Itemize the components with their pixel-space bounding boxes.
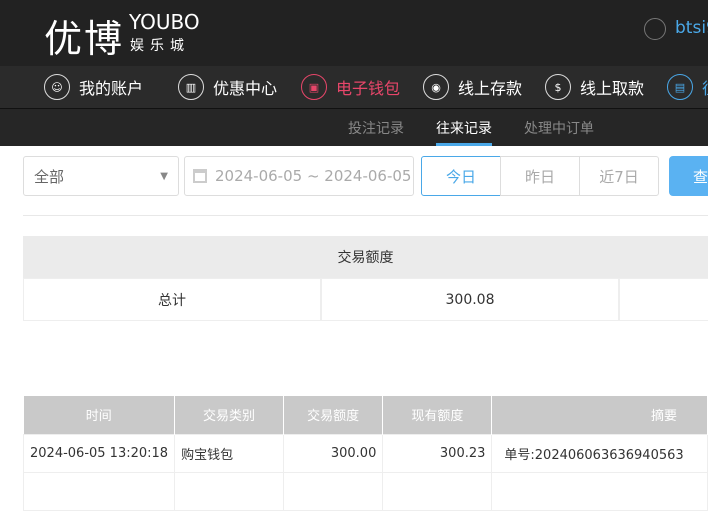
user-icon: ☺	[44, 74, 70, 100]
type-select-value: 全部	[34, 167, 65, 186]
nav-my-account[interactable]: ☺ 我的账户	[44, 72, 143, 102]
cell-balance: 300.23	[382, 433, 493, 473]
nav-records[interactable]: ▤往	[667, 72, 708, 102]
summary-label: 总计	[23, 278, 321, 321]
last-7-days-button[interactable]: 近7日	[579, 156, 659, 196]
nav-wallet[interactable]: ▣ 电子钱包	[301, 72, 400, 102]
top-header	[0, 0, 708, 66]
nav-label: 我的账户	[79, 79, 144, 98]
date-range-value: 2024-06-05 ~ 2024-06-05	[215, 167, 412, 185]
col-time: 时间	[23, 396, 176, 434]
col-type: 交易类别	[174, 396, 284, 434]
logo[interactable]: 优博	[44, 17, 125, 61]
sub-nav: 投注记录 往来记录 处理中订单	[0, 108, 708, 146]
logo-sub: 娱乐城	[130, 38, 190, 54]
username[interactable]: btsi9	[675, 18, 708, 38]
col-amount: 交易额度	[283, 396, 384, 434]
nav-withdraw[interactable]: $ 线上取款	[545, 72, 644, 102]
nav-label: 线上取款	[580, 79, 645, 98]
logo-en: YOUBO	[129, 10, 200, 34]
cell-time: 2024-06-05 13:20:18	[22, 433, 176, 473]
nav-label: 往	[702, 75, 708, 99]
table-header-row: 时间 交易类别 交易额度 现有额度 摘要	[23, 396, 708, 434]
yesterday-button[interactable]: 昨日	[500, 156, 580, 196]
date-range-input[interactable]: 2024-06-05 ~ 2024-06-05	[184, 156, 414, 196]
summary-value: 300.08	[321, 278, 619, 321]
summary-header: 交易额度	[23, 236, 708, 278]
wallet-icon: ▣	[301, 74, 327, 100]
today-button[interactable]: 今日	[421, 156, 501, 196]
nav-label: 电子钱包	[336, 79, 401, 98]
summary-empty-cell	[619, 278, 708, 321]
query-button[interactable]: 查	[669, 156, 708, 196]
table-row: 2024-06-05 13:20:18 购宝钱包 300.00 300.23 单…	[22, 433, 708, 473]
calendar-icon	[193, 169, 207, 183]
chevron-down-icon: ▼	[160, 170, 168, 182]
tab-transactions[interactable]: 往来记录	[436, 121, 492, 137]
active-tab-indicator	[436, 143, 492, 146]
cell-summary: 单号:202406063636940563	[491, 433, 708, 473]
gift-icon: ▥	[178, 74, 204, 100]
user-avatar-icon[interactable]	[644, 18, 666, 40]
nav-deposit[interactable]: ◉ 线上存款	[423, 72, 522, 102]
nav-label: 线上存款	[458, 79, 523, 98]
tab-pending-orders[interactable]: 处理中订单	[524, 121, 594, 137]
deposit-icon: ◉	[423, 74, 449, 100]
withdraw-icon: $	[545, 74, 571, 100]
col-balance: 现有额度	[382, 396, 493, 434]
transactions-table: 时间 交易类别 交易额度 现有额度 摘要 2024-06-05 13:20:18…	[22, 396, 708, 511]
record-icon: ▤	[667, 74, 693, 100]
nav-promotions[interactable]: ▥ 优惠中心	[178, 72, 277, 102]
divider	[23, 215, 708, 216]
cell-amount: 300.00	[282, 433, 384, 473]
main-nav: ☺我的账户 ▥优惠中心 ▣电子钱包 ◉线上存款 $线上取款 ▤往	[0, 66, 708, 108]
tab-bet-records[interactable]: 投注记录	[348, 121, 404, 137]
col-summary: 摘要	[491, 396, 708, 434]
type-select[interactable]: 全部 ▼	[23, 156, 179, 196]
nav-label: 优惠中心	[213, 79, 278, 98]
cell-type: 购宝钱包	[174, 433, 284, 473]
